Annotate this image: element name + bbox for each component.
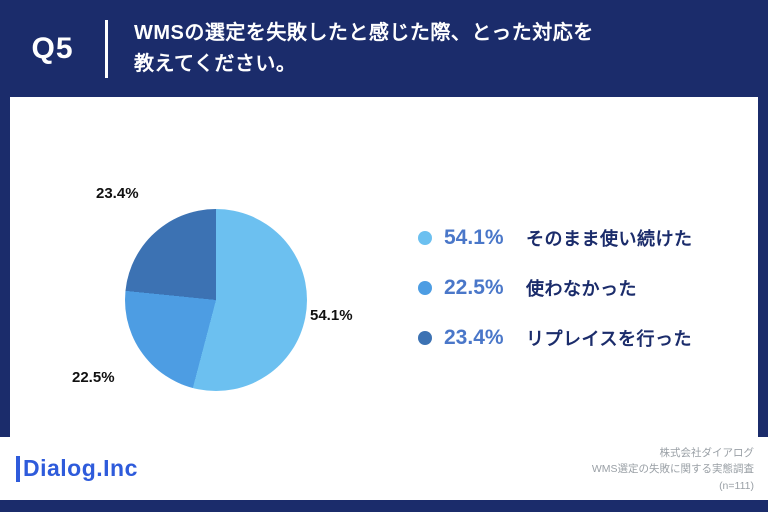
- legend-label-1: 使わなかった: [526, 279, 637, 299]
- legend-percent-0: 54.1%: [444, 226, 504, 249]
- logo-bar-icon: [16, 455, 20, 482]
- legend-item-stopped-using: 22.5% 使わなかった: [418, 275, 693, 301]
- legend: 54.1% そのまま使い続けた 22.5% 使わなかった 23.4% リプレイス…: [418, 225, 693, 351]
- legend-swatch-1: [418, 281, 432, 295]
- chart-card: 54.1% 22.5% 23.4% 54.1% そのまま使い続けた 22.5% …: [10, 97, 758, 437]
- bottom-strip: [0, 500, 768, 512]
- company-logo: Dialog.Inc: [16, 455, 138, 482]
- survey-credit: 株式会社ダイアログ WMS選定の失敗に関する実態調査 (n=111): [592, 445, 754, 494]
- pie-label-stopped-using: 22.5%: [72, 369, 115, 386]
- pie-chart: [125, 209, 307, 391]
- legend-swatch-2: [418, 331, 432, 345]
- footer: Dialog.Inc 株式会社ダイアログ WMS選定の失敗に関する実態調査 (n…: [0, 437, 768, 500]
- page-title-line1: WMSの選定を失敗したと感じた際、とった対応を: [134, 21, 594, 44]
- legend-percent-1: 22.5%: [444, 276, 504, 299]
- pie-label-replaced: 23.4%: [96, 185, 139, 202]
- legend-item-replaced: 23.4% リプレイスを行った: [418, 325, 693, 351]
- header-divider: [105, 19, 108, 78]
- page-title-line2: 教えてください。: [134, 52, 297, 75]
- credit-sample-size: (n=111): [719, 479, 754, 492]
- legend-label-2: リプレイスを行った: [526, 329, 692, 349]
- logo-text: Dialog.Inc: [23, 455, 138, 481]
- header: Q5 WMSの選定を失敗したと感じた際、とった対応を 教えてください。: [0, 0, 768, 97]
- legend-swatch-0: [418, 231, 432, 245]
- legend-item-keep-using: 54.1% そのまま使い続けた: [418, 225, 693, 251]
- page-title: WMSの選定を失敗したと感じた際、とった対応を 教えてください。: [134, 18, 594, 80]
- credit-survey-name: WMS選定の失敗に関する実態調査: [591, 463, 754, 476]
- pie-label-keep-using: 54.1%: [310, 307, 353, 324]
- legend-label-0: そのまま使い続けた: [526, 229, 693, 249]
- legend-percent-2: 23.4%: [444, 326, 504, 349]
- credit-company: 株式会社ダイアログ: [659, 447, 755, 459]
- question-number: Q5: [31, 31, 74, 65]
